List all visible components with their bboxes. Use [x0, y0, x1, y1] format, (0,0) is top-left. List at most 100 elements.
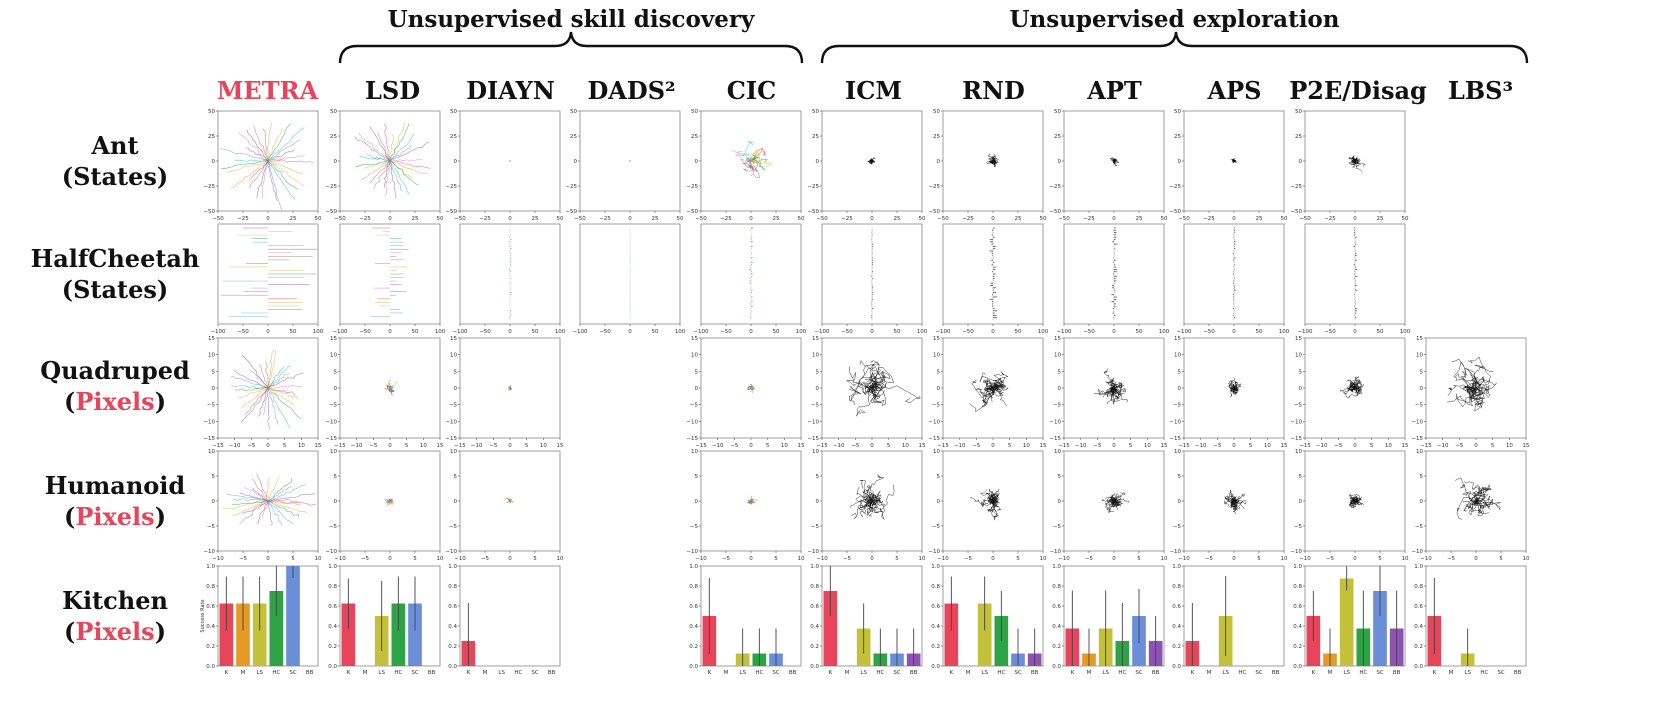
- panel-kitchen-icm: 1.0 0.8 0.6 0.4 0.2 0.0 K M LS HC SC BB: [810, 564, 923, 676]
- y-tick-label: 0.4: [689, 624, 698, 630]
- trajectory: [389, 123, 410, 162]
- y-tick-label: 0.6: [1172, 604, 1181, 610]
- x-tick-label: 10: [315, 556, 322, 562]
- column-header-aps: APS: [1207, 76, 1262, 105]
- panel-quadruped-pixels-diayn: −15 −10 −5 0 5 10 15 15 10 5 0 −5 −10 −15: [445, 336, 564, 449]
- x-tick-label: −100: [814, 329, 830, 335]
- trajectory: [1113, 160, 1116, 165]
- x-tick-label: −10: [695, 556, 707, 562]
- y-tick-label: 0.8: [328, 584, 337, 590]
- column-header-cic: CIC: [726, 76, 777, 105]
- category-label: LS: [860, 670, 867, 676]
- plot-frame: [821, 565, 923, 667]
- y-tick-label: −15: [445, 436, 457, 442]
- trajectory: [249, 160, 269, 189]
- y-tick-label: 0.0: [1052, 664, 1061, 670]
- y-tick-label: −25: [1290, 184, 1302, 190]
- y-tick-label: 0.8: [206, 584, 215, 590]
- y-tick-label: 0: [937, 499, 941, 505]
- trajectory: [990, 499, 998, 510]
- trajectory: [1229, 384, 1237, 392]
- x-tick-label: −5: [247, 443, 256, 449]
- x-tick-label: −10: [816, 556, 828, 562]
- panel-ant-states-apt: −50 −25 0 25 50 50 25 0 −25 −50: [1049, 109, 1168, 222]
- x-tick-label: −5: [722, 556, 731, 562]
- plot-frame: [1063, 565, 1165, 667]
- y-tick-label: 50: [208, 109, 215, 115]
- panel-ant-states-dads: −50 −25 0 25 50 50 25 0 −25 −50: [565, 109, 684, 222]
- x-tick-label: 10: [1264, 443, 1271, 449]
- y-tick-label: 10: [933, 449, 940, 455]
- category-label: HC: [997, 670, 1005, 676]
- trajectory: [264, 361, 269, 389]
- category-label: LS: [1222, 670, 1229, 676]
- row-label-ant: Ant (States): [0, 130, 230, 192]
- column-header-apt: APT: [1087, 76, 1142, 105]
- x-tick-label: −5: [843, 556, 852, 562]
- trajectory: [1446, 383, 1485, 407]
- trajectory: [1234, 493, 1245, 502]
- trajectory: [237, 387, 269, 399]
- column-header-lsd: LSD: [364, 76, 421, 105]
- y-tick-label: −5: [690, 524, 699, 530]
- category-label: SC: [411, 670, 418, 676]
- y-tick-label: −15: [928, 436, 940, 442]
- x-tick-label: −100: [935, 329, 951, 335]
- y-tick-label: 1.0: [1293, 564, 1302, 570]
- x-tick-label: −10: [1437, 443, 1449, 449]
- column-header-metra: METRA: [216, 76, 319, 105]
- x-tick-label: −5: [730, 443, 739, 449]
- y-tick-label: 5: [1299, 369, 1303, 375]
- y-tick-label: 0: [212, 499, 216, 505]
- y-tick-label: 10: [1054, 449, 1061, 455]
- x-tick-label: −50: [599, 329, 611, 335]
- panel-kitchen-lbs: 1.0 0.8 0.6 0.4 0.2 0.0 K M LS HC SC BB: [1414, 564, 1527, 676]
- x-tick-label: 15: [557, 443, 564, 449]
- y-tick-label: 0.2: [1172, 644, 1181, 650]
- y-tick-label: 0: [816, 499, 820, 505]
- panel-ant-states-aps: −50 −25 0 25 50 50 25 0 −25 −50: [1169, 109, 1288, 222]
- x-tick-label: −5: [1326, 556, 1335, 562]
- y-tick-label: 1.0: [448, 564, 457, 570]
- x-tick-label: −5: [1447, 556, 1456, 562]
- x-tick-label: 0: [266, 329, 270, 335]
- trajectory: [383, 160, 391, 188]
- trajectory: [1354, 500, 1365, 506]
- trajectory: [267, 160, 278, 202]
- category-label: K: [950, 670, 954, 676]
- y-tick-label: 0.8: [1052, 584, 1061, 590]
- category-label: HC: [1238, 670, 1246, 676]
- y-tick-label: 0: [1420, 499, 1424, 505]
- y-tick-label: −5: [1415, 524, 1424, 530]
- x-tick-label: −50: [237, 329, 249, 335]
- x-tick-label: 0: [508, 216, 512, 222]
- trajectory: [1113, 385, 1128, 403]
- x-tick-label: 100: [1159, 329, 1170, 335]
- y-tick-label: 0: [937, 386, 941, 392]
- y-tick-label: 0.2: [1052, 644, 1061, 650]
- y-tick-label: 1.0: [689, 564, 698, 570]
- bar: [236, 603, 250, 666]
- x-tick-label: −50: [1083, 329, 1095, 335]
- x-tick-label: 15: [1281, 443, 1288, 449]
- x-tick-label: −10: [833, 443, 845, 449]
- trajectory: [992, 154, 997, 162]
- x-tick-label: −25: [962, 216, 974, 222]
- x-tick-label: 50: [773, 329, 780, 335]
- x-tick-label: −15: [937, 443, 949, 449]
- trajectory: [858, 500, 873, 513]
- panel-humanoid-pixels-p2e-disag: −10 −5 0 5 10 10 5 0 −5 −10: [1290, 449, 1409, 562]
- category-label: BB: [1514, 670, 1522, 676]
- trajectory: [1232, 158, 1235, 162]
- trajectory: [249, 368, 269, 389]
- trajectory: [267, 387, 295, 405]
- x-tick-label: 50: [894, 329, 901, 335]
- y-tick-label: 15: [1416, 336, 1423, 342]
- x-tick-label: −10: [954, 443, 966, 449]
- x-tick-label: −5: [851, 443, 860, 449]
- trajectory: [267, 349, 275, 389]
- x-tick-label: −15: [212, 443, 224, 449]
- x-tick-label: −25: [237, 216, 249, 222]
- x-tick-label: −50: [937, 216, 949, 222]
- y-tick-label: 15: [330, 336, 337, 342]
